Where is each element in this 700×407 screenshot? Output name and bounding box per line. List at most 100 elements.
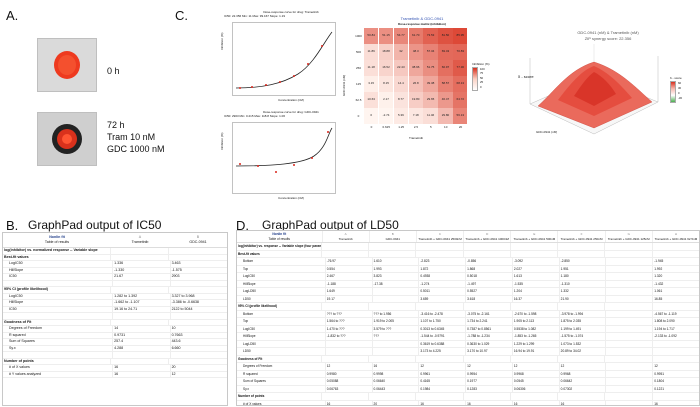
ic50-cell: 2122 to 5044 bbox=[169, 306, 227, 312]
ld50-row-label: LogIC50 bbox=[243, 326, 256, 331]
ld50-table-row: Number of points bbox=[237, 393, 699, 401]
ld50-cell: ??? bbox=[371, 333, 419, 340]
ld50-cell bbox=[320, 243, 368, 250]
ld50-table-row: LD50 19.17 3.659 3.618 16.37 21.90 16.85 bbox=[237, 295, 699, 303]
curve2-title: Dose-response curve for drug: GDC-0941 bbox=[263, 110, 319, 114]
ic50-table-row: HillSlope -1.330 -1.575 bbox=[3, 267, 227, 274]
ld50-cell: 3.579 to ??? bbox=[371, 325, 419, 332]
ld50-col-header: D Trametinib + GDC-0941 1000nM bbox=[463, 231, 510, 242]
ld50-table-row: log(inhibitor) vs. response -- Variable … bbox=[237, 243, 699, 251]
ld50-cell: 19.17 bbox=[324, 295, 372, 302]
ld50-cell: 0.0545 bbox=[511, 378, 559, 385]
ld50-col-header: E Trametinib + GDC-0941 500nM bbox=[510, 231, 557, 242]
ic50-table-row: R squared 0.9731 0.7663 bbox=[3, 332, 227, 339]
heatmap-cell: 3.15 bbox=[364, 76, 379, 92]
surface-legend: δ - score 60 30 0 -30 bbox=[670, 76, 694, 103]
ld50-table-name-line1: Nonlin fit bbox=[272, 232, 287, 236]
ld50-cell bbox=[605, 318, 652, 325]
ld50-cell: -1.497 bbox=[465, 280, 512, 287]
ic50-cell bbox=[169, 313, 227, 319]
ld50-col-letter: C bbox=[438, 232, 442, 236]
ic50-row-label: HillSlope bbox=[9, 267, 24, 272]
ld50-cell bbox=[509, 355, 557, 362]
ld50-row-label: Bottom bbox=[243, 311, 254, 316]
ld50-table-row: Best-fit values bbox=[237, 250, 699, 258]
ld50-cell bbox=[605, 363, 652, 370]
ld50-cell: 0.4938 bbox=[418, 273, 465, 280]
ic50-table-row: Goodness of Fit bbox=[3, 319, 227, 326]
ld50-cell: 0.1221 bbox=[652, 385, 699, 392]
heatmap-cell: 58.57 bbox=[438, 76, 453, 92]
ld50-table-row: LogIC50 1.470 to ??? 3.579 to ??? 0.3013 to… bbox=[237, 325, 699, 333]
ld50-cell: 2.467 bbox=[324, 273, 372, 280]
ld50-cell: 1.993 bbox=[371, 265, 419, 272]
ld50-cell bbox=[651, 303, 699, 310]
ic50-cell: 16 bbox=[112, 371, 169, 377]
ld50-cell: 3.618 bbox=[465, 295, 512, 302]
legend-tick: 25 bbox=[480, 80, 484, 85]
ld50-cell bbox=[462, 303, 510, 310]
ld50-col-letter: H bbox=[674, 232, 677, 236]
heatmap-cell: 2.17 bbox=[378, 92, 394, 108]
heatmap-cell: 19.80 bbox=[408, 92, 423, 108]
ld50-table-row: R squared 0.9980 0.9998 0.9961 0.9954 0.9968 0… bbox=[237, 370, 699, 378]
ic50-col-a-letter: A bbox=[138, 235, 142, 239]
ic50-table-row: Degrees of Freedom 14 10 bbox=[3, 326, 227, 333]
ic50-cell: 3.327 to 3.968 bbox=[169, 293, 227, 299]
ld50-cell: 0.5011 bbox=[418, 288, 465, 295]
legend-tick: 0 bbox=[678, 91, 680, 95]
ic50-row-label: HillSlope bbox=[9, 300, 24, 304]
ld50-table-row: # of X values 16 20 16 16 16 16 16 bbox=[237, 400, 699, 405]
heatmap-cell: 69.43 bbox=[438, 44, 453, 60]
ld50-col-header: F Trametinib + GDC-0941 250nM bbox=[557, 231, 604, 242]
ic50-row-label: Number of points bbox=[4, 358, 34, 363]
ld50-cell bbox=[371, 288, 419, 295]
ld50-cell bbox=[371, 295, 419, 302]
surface-xlabel: GDC-0941 (nM) bbox=[536, 130, 558, 134]
ic50-cell: 21.67 bbox=[112, 274, 169, 280]
ic50-cell: -1.330 bbox=[112, 267, 169, 273]
heatmap-cell: 22.43 bbox=[393, 60, 409, 76]
ld50-col-letter: B bbox=[391, 232, 394, 236]
ic50-table-name: Nonlin fit Table of results bbox=[3, 233, 111, 247]
heatmap-cell: 8.15 bbox=[378, 76, 394, 92]
heatmap-cell: 54.77 bbox=[393, 28, 409, 44]
ld50-cell: 0.5538 to 1.082 bbox=[511, 325, 559, 332]
ld50-cell: -1.274 bbox=[418, 280, 465, 287]
heatmap-cell: 10.63 bbox=[364, 92, 379, 108]
ld50-col-header: C Trametinib + GDC-0941 2500nM bbox=[415, 231, 463, 242]
ld50-cell: -0.856 bbox=[465, 258, 512, 265]
ic50-col-b: B GDC-0941 bbox=[169, 233, 227, 247]
ld50-cell: 0.9951 bbox=[652, 370, 699, 377]
ld50-cell: 20 bbox=[371, 400, 419, 405]
ic50-cell bbox=[112, 313, 169, 319]
heatmap-col-label: 0.625 bbox=[382, 125, 391, 129]
ld50-table-row: LogLD50 0.3619 to 0.6388 0.3630 to 1.029 1.… bbox=[237, 340, 699, 348]
ld50-cell: 0.1804 bbox=[652, 378, 699, 385]
ic50-table-body: log(inhibitor) vs. normalized response -… bbox=[3, 248, 227, 378]
ld50-row-label: Top bbox=[243, 319, 249, 323]
ld50-col-letter: G bbox=[627, 232, 630, 236]
ld50-col-header: H Trametinib + GDC-0941 62.5nM bbox=[651, 231, 699, 242]
ld50-cell: 16 bbox=[511, 400, 559, 405]
ld50-row-label: LogIC50 bbox=[243, 274, 256, 278]
ld50-cell: 0.1977 bbox=[465, 378, 512, 385]
heatmap-legend-ticks: 100 75 50 25 0 bbox=[480, 67, 485, 91]
colony-image-0h bbox=[37, 38, 97, 92]
ld50-cell: 1.073 to 1.532 bbox=[558, 340, 606, 347]
ld50-cell bbox=[605, 258, 652, 265]
ld50-cell bbox=[557, 243, 604, 250]
heatmap-cell: 57.34 bbox=[423, 44, 438, 60]
ld50-row-label: LD50 bbox=[243, 349, 251, 353]
ld50-cell: -2.133 to -1.092 bbox=[652, 333, 699, 340]
ld50-col-letter: A bbox=[344, 232, 347, 236]
ld50-cell: 16 bbox=[324, 400, 372, 405]
ld50-cell bbox=[462, 243, 510, 250]
ld50-row-label: Number of points bbox=[238, 394, 265, 398]
label-gdc: GDC 1000 nM bbox=[107, 144, 165, 154]
ld50-cell: 1.905 to 2.113 bbox=[511, 318, 559, 325]
ld50-cell: -1.432 bbox=[652, 280, 699, 287]
heatmap-row-label: 0 bbox=[357, 114, 360, 118]
ld50-cell: 0.5527 bbox=[465, 288, 512, 295]
ld50-row-label: Degrees of Freedom bbox=[243, 364, 273, 368]
